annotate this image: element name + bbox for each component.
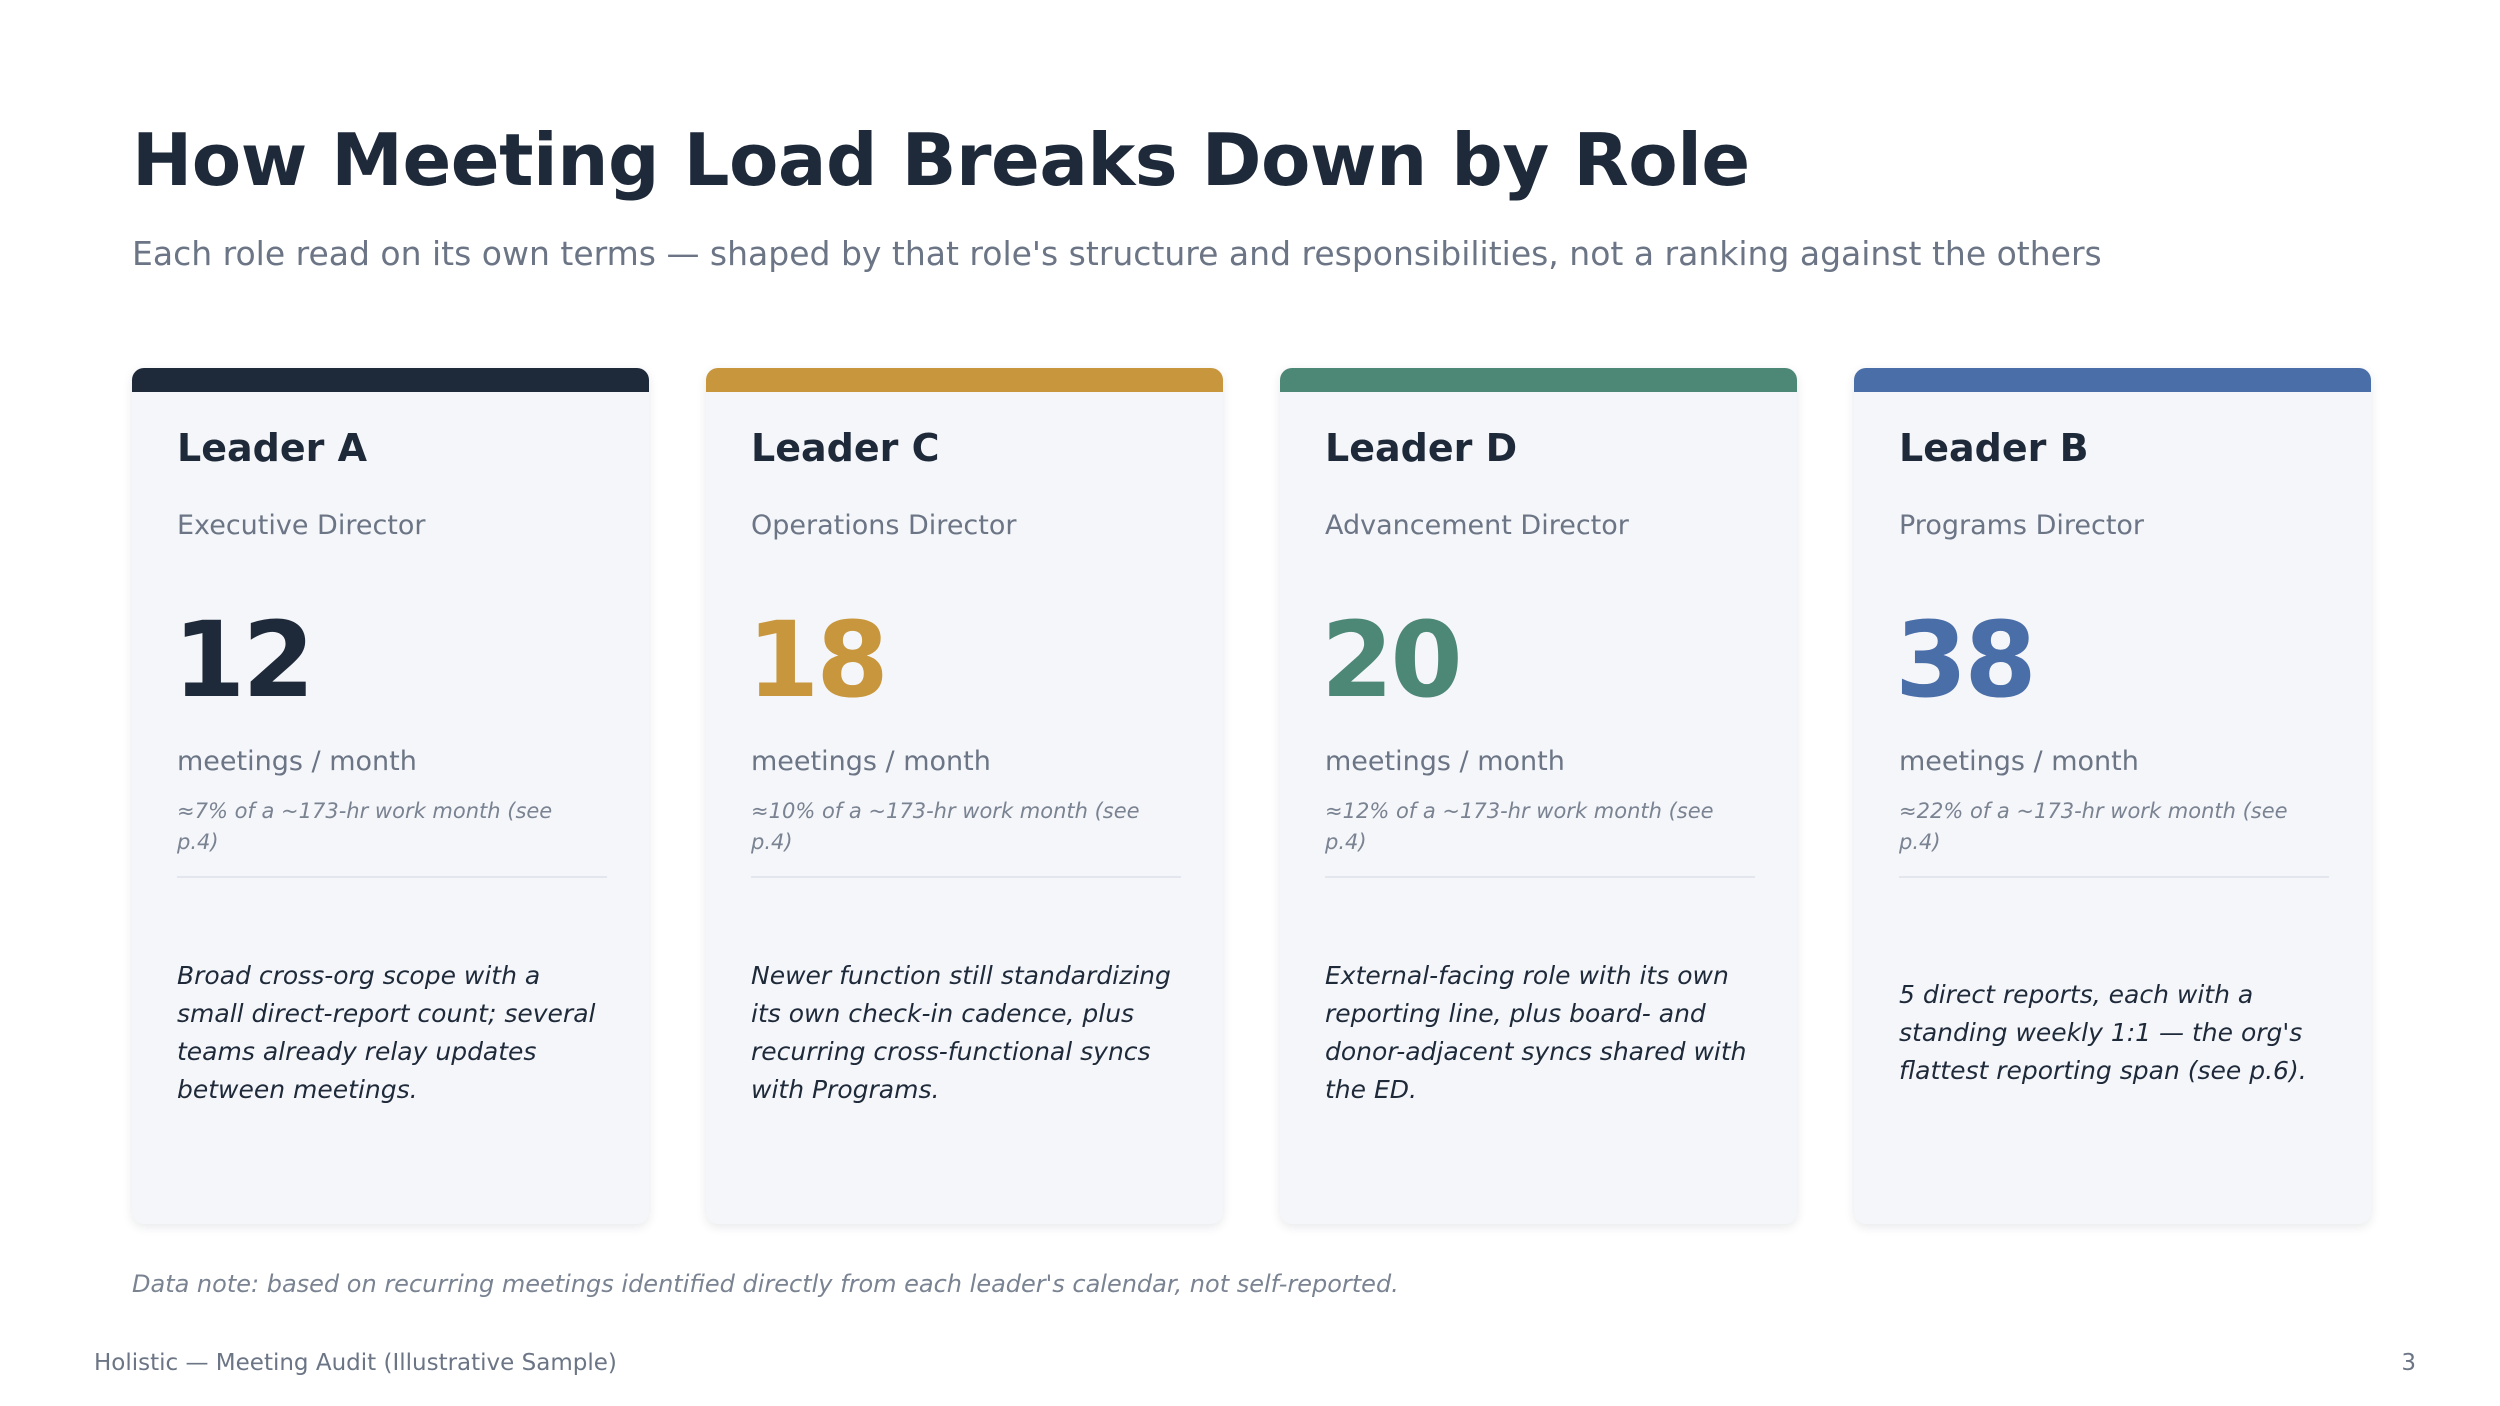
role-description: 5 direct reports, each with a standing w… (1899, 980, 2307, 1085)
leader-role: Advancement Director (1325, 510, 1629, 541)
card-accent-bar (1854, 368, 2371, 392)
card-accent-bar (1280, 368, 1797, 392)
card-leader-b: Leader B Programs Director 38 meetings /… (1854, 368, 2371, 1224)
work-month-share: ≈7% of a ~173-hr work month (see p.4) (177, 799, 553, 854)
role-description: Newer function still standardizing its o… (751, 961, 1171, 1104)
work-month-share: ≈10% of a ~173-hr work month (see p.4) (751, 799, 1140, 854)
role-description: External-facing role with its own report… (1325, 961, 1747, 1104)
leader-name: Leader B (1899, 426, 2089, 470)
data-note: Data note: based on recurring meetings i… (132, 1270, 1399, 1298)
meeting-count: 38 (1895, 599, 2037, 721)
divider (177, 876, 607, 878)
divider (751, 876, 1181, 878)
role-cards: Leader A Executive Director 12 meetings … (132, 368, 2372, 1224)
meeting-count: 20 (1321, 599, 1463, 721)
card-accent-bar (132, 368, 649, 392)
leader-role: Executive Director (177, 510, 426, 541)
work-month-share: ≈22% of a ~173-hr work month (see p.4) (1899, 799, 2288, 854)
footer-source: Holistic — Meeting Audit (Illustrative S… (94, 1350, 617, 1376)
count-unit: meetings / month (177, 746, 417, 777)
leader-role: Programs Director (1899, 510, 2145, 541)
work-month-share: ≈12% of a ~173-hr work month (see p.4) (1325, 799, 1714, 854)
divider (1899, 876, 2329, 878)
count-unit: meetings / month (751, 746, 991, 777)
page-number: 3 (2401, 1350, 2416, 1376)
page-title: How Meeting Load Breaks Down by Role (132, 118, 1750, 202)
meeting-count: 18 (747, 599, 889, 721)
divider (1325, 876, 1755, 878)
count-unit: meetings / month (1325, 746, 1565, 777)
leader-name: Leader D (1325, 426, 1518, 470)
meeting-count: 12 (173, 599, 315, 721)
card-leader-d: Leader D Advancement Director 20 meeting… (1280, 368, 1797, 1224)
leader-name: Leader C (751, 426, 940, 470)
card-leader-c: Leader C Operations Director 18 meetings… (706, 368, 1223, 1224)
leader-name: Leader A (177, 426, 367, 470)
role-description: Broad cross-org scope with a small direc… (177, 961, 596, 1104)
page-subtitle: Each role read on its own terms — shaped… (132, 234, 2102, 273)
card-accent-bar (706, 368, 1223, 392)
leader-role: Operations Director (751, 510, 1017, 541)
count-unit: meetings / month (1899, 746, 2139, 777)
card-leader-a: Leader A Executive Director 12 meetings … (132, 368, 649, 1224)
